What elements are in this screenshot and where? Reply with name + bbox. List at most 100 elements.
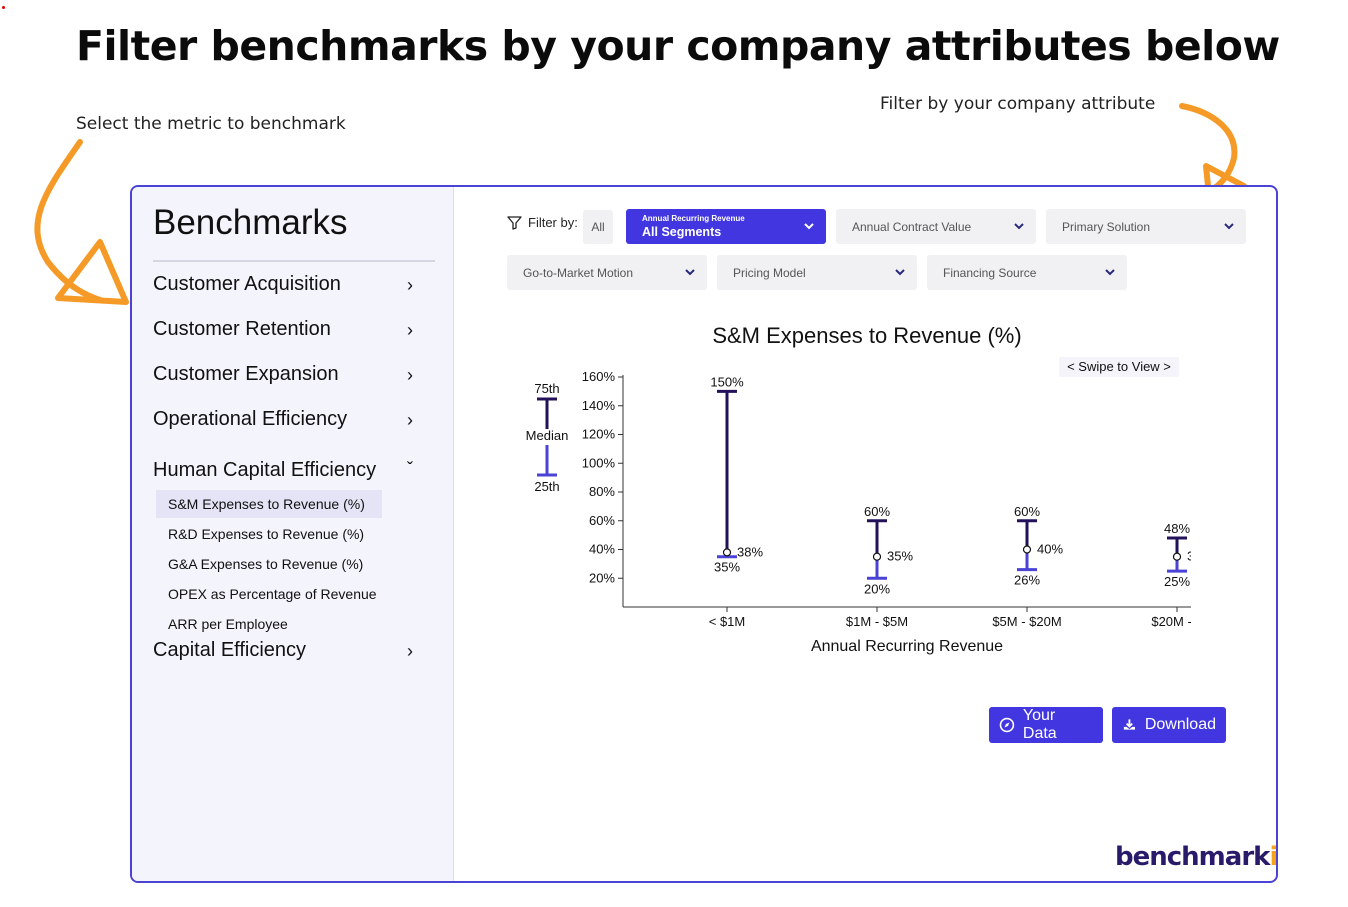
y-tick-label: 40%	[589, 542, 615, 557]
red-dot-marker	[2, 6, 5, 9]
x-tick-label: $5M - $20M	[992, 614, 1061, 629]
chevron-down-icon	[1014, 223, 1024, 230]
chevron-right-icon: ›	[407, 641, 413, 661]
sidebar-item-label: Capital Efficiency	[153, 639, 307, 661]
chevron-down-icon	[1105, 269, 1115, 276]
brand-text: benchmark	[1115, 842, 1270, 872]
dropdown-go-to-market-motion[interactable]: Go-to-Market Motion	[507, 255, 707, 290]
x-tick-label: $1M - $5M	[846, 614, 908, 629]
x-tick-label: < $1M	[709, 614, 746, 629]
chevron-right-icon: ›	[407, 320, 413, 340]
annotation-filter-attribute: Filter by your company attribute	[880, 94, 1156, 114]
dropdown-pricing-model[interactable]: Pricing Model	[717, 255, 917, 290]
y-tick-label: 60%	[589, 513, 615, 528]
y-tick-label: 140%	[582, 398, 616, 413]
download-label: Download	[1144, 716, 1216, 733]
compass-icon	[999, 717, 1015, 733]
chevron-down-icon	[804, 223, 814, 230]
median-point	[722, 548, 732, 557]
chevron-down-icon	[1224, 223, 1234, 230]
median-point	[872, 552, 882, 561]
y-tick-label: 80%	[589, 484, 615, 499]
dropdown-label: Go-to-Market Motion	[523, 266, 634, 280]
median-point	[1172, 552, 1182, 561]
page-title: Filter benchmarks by your company attrib…	[76, 22, 1280, 70]
y-tick-label: 120%	[582, 427, 616, 442]
p75-label: 60%	[1014, 504, 1040, 519]
y-tick-label: 20%	[589, 570, 615, 585]
range-chart[interactable]: 20% 40% 60% 80% 100% 120% 140% 160% < $1M $1M - $…	[455, 347, 1277, 677]
sidebar-item-label: Operational Efficiency	[153, 408, 348, 430]
sidebar-title: Benchmarks	[153, 203, 348, 242]
sidebar-item-label: Human Capital Efficiency	[153, 459, 377, 481]
dropdown-label: Annual Contract Value	[852, 220, 972, 234]
p25-label: 26%	[1014, 573, 1040, 588]
sidebar-item-label: Customer Expansion	[153, 363, 339, 385]
download-icon	[1123, 719, 1135, 730]
median-label: 38%	[737, 544, 763, 559]
dropdown-label: Pricing Model	[733, 266, 806, 280]
chevron-down-icon	[895, 269, 905, 276]
median-label: 40%	[1037, 542, 1063, 557]
median-label: 3	[1187, 549, 1194, 564]
x-tick-label: $20M - $	[1151, 614, 1203, 629]
filter-by-label: Filter by:	[507, 215, 578, 230]
chevron-right-icon: ›	[407, 410, 413, 430]
sidebar-item-human-capital-efficiency[interactable]: Human Capital Efficiency ˇ	[153, 459, 413, 487]
sub-item-rd-expenses[interactable]: R&D Expenses to Revenue (%)	[168, 526, 365, 542]
dropdown-annual-contract-value[interactable]: Annual Contract Value	[836, 209, 1036, 244]
funnel-icon	[507, 215, 522, 230]
p75-label: 150%	[710, 374, 744, 389]
sidebar: Benchmarks Customer Acquisition › Custom…	[132, 187, 454, 881]
sidebar-item-label: Customer Acquisition	[153, 273, 341, 295]
download-button[interactable]: Download	[1112, 707, 1226, 743]
filter-by-text: Filter by:	[528, 215, 578, 230]
chevron-down-icon: ˇ	[407, 459, 413, 479]
p25-label: 35%	[714, 560, 740, 575]
sidebar-item-customer-expansion[interactable]: Customer Expansion ›	[153, 363, 413, 391]
sidebar-item-label: Customer Retention	[153, 318, 331, 340]
p75-label: 48%	[1164, 521, 1190, 536]
your-data-button[interactable]: Your Data	[989, 707, 1103, 743]
dropdown-caption: Annual Recurring Revenue	[642, 214, 745, 223]
dropdown-value: All Segments	[642, 225, 722, 239]
swipe-hint: < Swipe to View >	[1067, 359, 1171, 374]
sidebar-divider	[153, 260, 435, 262]
sidebar-item-customer-acquisition[interactable]: Customer Acquisition ›	[153, 273, 413, 301]
y-tick-label: 160%	[582, 369, 616, 384]
dropdown-annual-recurring-revenue[interactable]: Annual Recurring Revenue All Segments	[626, 209, 826, 244]
sub-item-opex[interactable]: OPEX as Percentage of Revenue	[168, 586, 377, 602]
sub-item-sm-expenses[interactable]: S&M Expenses to Revenue (%)	[156, 490, 382, 518]
chart-title: S&M Expenses to Revenue (%)	[712, 323, 1022, 348]
sidebar-item-customer-retention[interactable]: Customer Retention ›	[153, 318, 413, 346]
sidebar-item-operational-efficiency[interactable]: Operational Efficiency ›	[153, 408, 413, 436]
left-arrow-head	[55, 239, 129, 305]
filter-all-button[interactable]: All	[583, 210, 613, 244]
dropdown-primary-solution[interactable]: Primary Solution	[1046, 209, 1246, 244]
swipe-hint-bg	[1059, 357, 1179, 377]
legend-75th-label: 75th	[534, 381, 559, 396]
median-label: 35%	[887, 549, 913, 564]
main-panel: Filter by: All Annual Recurring Revenue …	[455, 187, 1276, 881]
sub-item-ga-expenses[interactable]: G&A Expenses to Revenue (%)	[168, 556, 364, 572]
chevron-right-icon: ›	[407, 365, 413, 385]
legend-median-label: Median	[526, 428, 569, 443]
y-tick-label: 100%	[582, 455, 616, 470]
benchmarkit-logo: benchmarkit	[1115, 842, 1278, 872]
benchmark-widget: Benchmarks Customer Acquisition › Custom…	[130, 185, 1278, 883]
p25-label: 20%	[864, 581, 890, 596]
dropdown-financing-source[interactable]: Financing Source	[927, 255, 1127, 290]
dropdown-label: Primary Solution	[1062, 220, 1151, 234]
your-data-label: Your Data	[1022, 707, 1057, 742]
annotation-select-metric: Select the metric to benchmark	[76, 114, 346, 134]
brand-accent: it	[1269, 842, 1278, 872]
chevron-right-icon: ›	[407, 275, 413, 295]
sub-item-arr-per-employee[interactable]: ARR per Employee	[168, 616, 288, 632]
dropdown-label: Financing Source	[943, 266, 1037, 280]
x-axis-title: Annual Recurring Revenue	[811, 638, 1003, 655]
p75-label: 60%	[864, 504, 890, 519]
sidebar-item-capital-efficiency[interactable]: Capital Efficiency ›	[153, 639, 413, 667]
right-arrow-stroke	[1179, 103, 1238, 193]
median-point	[1022, 545, 1032, 554]
p25-label: 25%	[1164, 574, 1190, 589]
